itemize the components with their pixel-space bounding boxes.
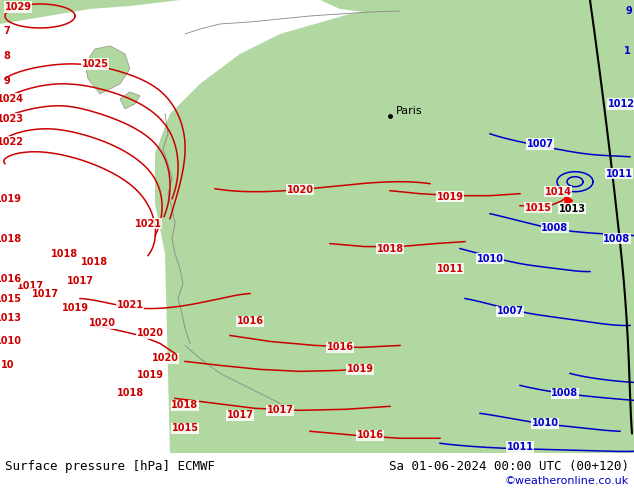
Text: 1020: 1020 [136, 328, 164, 339]
Text: 1011: 1011 [507, 442, 533, 452]
Text: 1007: 1007 [496, 306, 524, 317]
Text: 1008: 1008 [552, 389, 579, 398]
Text: 1021: 1021 [117, 300, 143, 311]
Text: 1017: 1017 [32, 289, 58, 298]
Text: 1010: 1010 [531, 418, 559, 428]
Text: 1015: 1015 [172, 423, 198, 433]
Text: 1020: 1020 [287, 185, 313, 195]
Text: 1020: 1020 [152, 353, 179, 364]
Text: 1010: 1010 [0, 337, 22, 346]
Text: 1018: 1018 [377, 244, 404, 254]
Text: 1: 1 [624, 46, 631, 56]
Text: 1023: 1023 [0, 114, 23, 124]
Text: 1025: 1025 [82, 59, 108, 69]
Text: 9: 9 [626, 6, 633, 16]
Text: 1016: 1016 [356, 430, 384, 441]
Polygon shape [155, 0, 634, 453]
Text: 1015: 1015 [524, 203, 552, 213]
Text: 8: 8 [3, 51, 10, 61]
Text: 1008: 1008 [541, 222, 569, 233]
Text: 1011: 1011 [605, 169, 633, 179]
Text: 1008: 1008 [604, 234, 631, 244]
Text: 10: 10 [1, 361, 15, 370]
Text: 1013: 1013 [559, 204, 586, 214]
Text: 1029: 1029 [4, 2, 32, 12]
Text: 1019: 1019 [0, 194, 22, 204]
Text: 1017: 1017 [266, 405, 294, 416]
Text: 1012: 1012 [607, 99, 634, 109]
Text: 1018: 1018 [51, 248, 79, 259]
Text: 1017: 1017 [16, 281, 44, 291]
Text: Surface pressure [hPa] ECMWF: Surface pressure [hPa] ECMWF [5, 460, 215, 473]
Text: 1022: 1022 [0, 137, 23, 147]
Text: 1018: 1018 [171, 400, 198, 410]
Text: Sa 01-06-2024 00:00 UTC (00+120): Sa 01-06-2024 00:00 UTC (00+120) [389, 460, 629, 473]
Text: 1018: 1018 [0, 234, 22, 244]
Polygon shape [120, 92, 140, 109]
Text: 1016: 1016 [327, 343, 354, 352]
Text: 1011: 1011 [436, 264, 463, 273]
Text: 1019: 1019 [347, 365, 373, 374]
Text: 1019: 1019 [61, 303, 89, 314]
Text: 1018: 1018 [117, 389, 143, 398]
Text: 1010: 1010 [477, 253, 503, 264]
Text: 9: 9 [3, 76, 10, 86]
Polygon shape [565, 196, 572, 206]
Text: 1016: 1016 [236, 317, 264, 326]
Text: ©weatheronline.co.uk: ©weatheronline.co.uk [505, 476, 629, 486]
Text: 1017: 1017 [226, 410, 254, 420]
Text: 1007: 1007 [526, 139, 553, 149]
Text: 7: 7 [3, 26, 10, 36]
Polygon shape [85, 46, 130, 94]
Text: 1016: 1016 [0, 273, 22, 284]
Text: 1015: 1015 [0, 294, 22, 303]
Text: 1020: 1020 [89, 318, 115, 328]
Polygon shape [320, 0, 634, 84]
Text: 1017: 1017 [67, 275, 93, 286]
Text: 1013: 1013 [0, 314, 22, 323]
Text: 1018: 1018 [81, 257, 108, 267]
Text: 1021: 1021 [134, 219, 162, 229]
Polygon shape [0, 0, 180, 24]
Text: 1019: 1019 [136, 370, 164, 380]
Text: Paris: Paris [396, 106, 423, 116]
Text: 1019: 1019 [436, 192, 463, 202]
Text: 1014: 1014 [545, 187, 571, 196]
Text: 1024: 1024 [0, 94, 23, 104]
